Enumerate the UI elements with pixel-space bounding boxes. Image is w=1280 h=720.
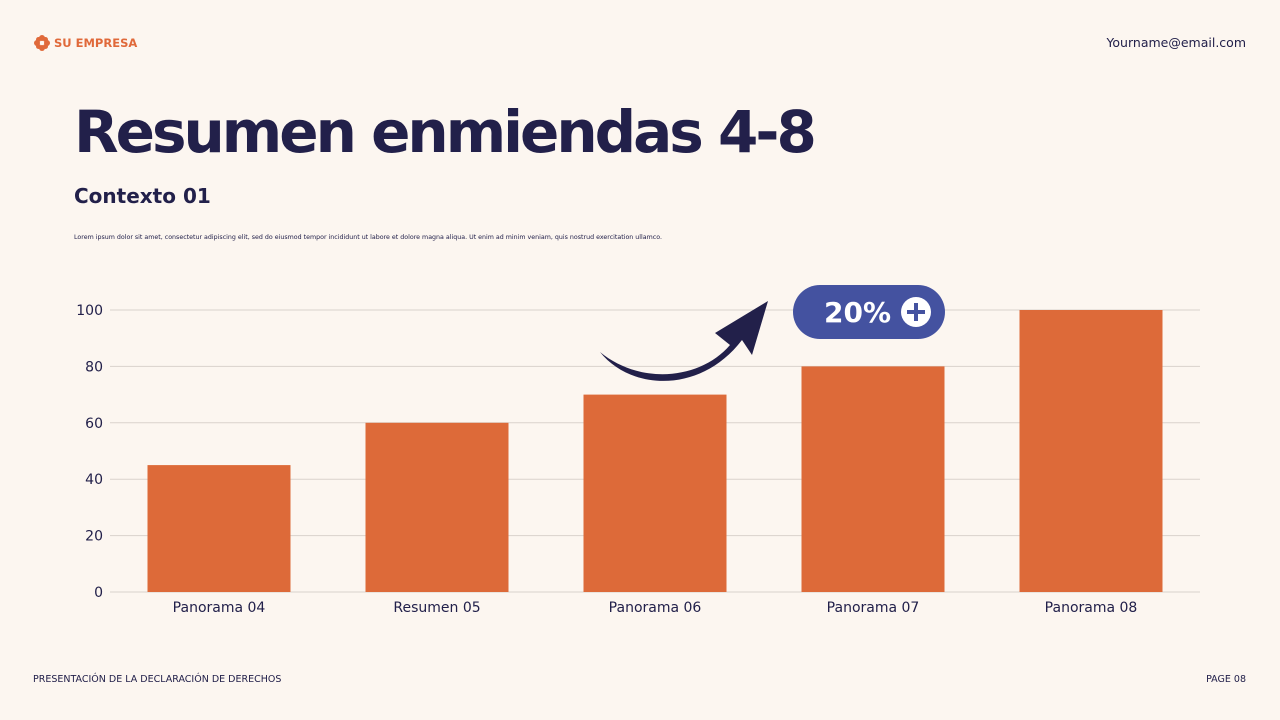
bar bbox=[1019, 310, 1163, 592]
footer-title: PRESENTACIÓN DE LA DECLARACIÓN DE DERECH… bbox=[33, 674, 282, 685]
arrow-icon bbox=[600, 301, 768, 381]
x-tick-label: Panorama 06 bbox=[609, 600, 702, 616]
y-tick-label: 80 bbox=[85, 359, 103, 375]
growth-badge: 20% bbox=[793, 285, 945, 339]
body-text: Lorem ipsum dolor sit amet, consectetur … bbox=[74, 234, 662, 241]
y-tick-label: 40 bbox=[85, 472, 103, 488]
brand-name: SU EMPRESA bbox=[54, 36, 138, 50]
badge-label: 20% bbox=[824, 295, 892, 329]
x-tick-label: Panorama 04 bbox=[173, 600, 266, 616]
x-tick-label: Resumen 05 bbox=[393, 600, 480, 616]
y-tick-label: 60 bbox=[85, 416, 103, 432]
flower-logo-icon bbox=[34, 35, 50, 51]
x-tick-label: Panorama 08 bbox=[1045, 600, 1138, 616]
email: Yourname@email.com bbox=[1106, 35, 1246, 50]
page-number: PAGE 08 bbox=[1206, 674, 1246, 685]
bar bbox=[147, 465, 291, 592]
page-title: Resumen enmiendas 4-8 bbox=[74, 98, 817, 166]
y-tick-label: 20 bbox=[85, 529, 103, 545]
bar bbox=[583, 394, 727, 592]
brand-logo: SU EMPRESA bbox=[34, 35, 137, 51]
subtitle: Contexto 01 bbox=[74, 184, 211, 208]
y-tick-label: 100 bbox=[76, 303, 103, 319]
bar bbox=[801, 366, 945, 592]
y-tick-label: 0 bbox=[94, 585, 103, 601]
bar bbox=[365, 422, 509, 592]
plus-circle-icon bbox=[901, 297, 932, 327]
x-tick-label: Panorama 07 bbox=[827, 600, 920, 616]
